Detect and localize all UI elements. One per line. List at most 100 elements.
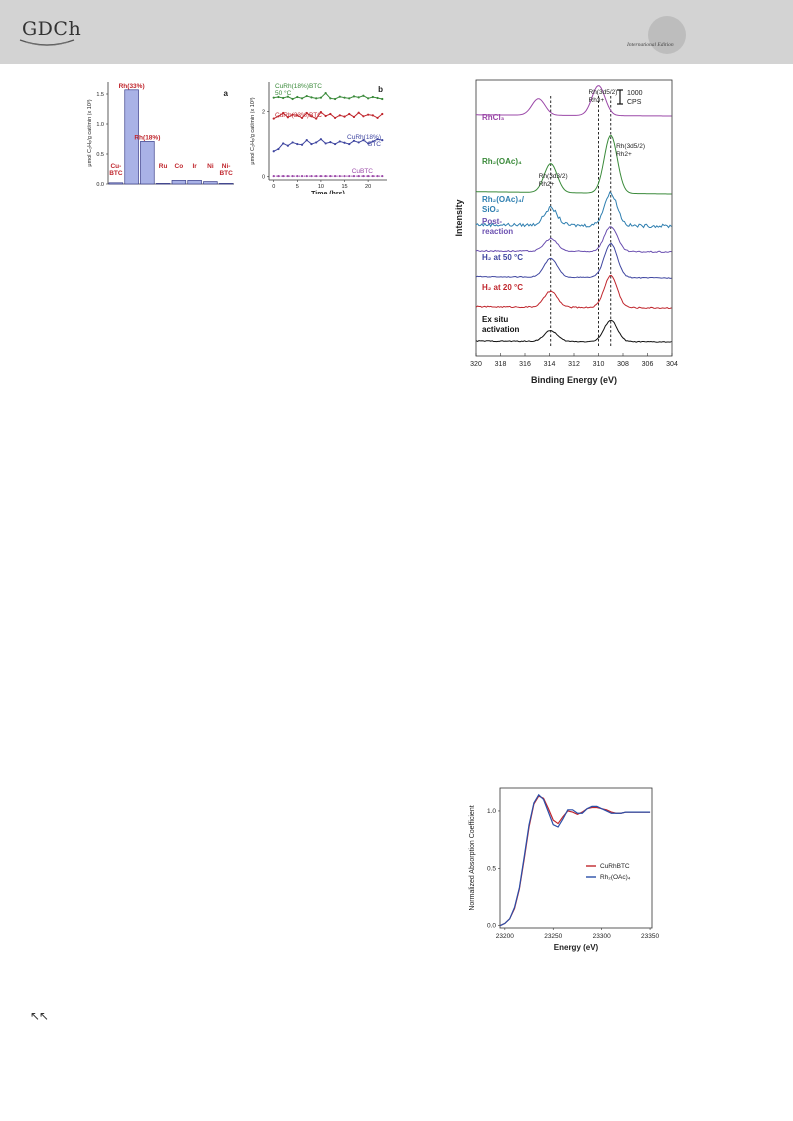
series-label: BTC [368, 141, 381, 148]
data-point [333, 97, 337, 101]
x-tick-label: 0 [272, 184, 275, 190]
y-tick-label: 0.0 [96, 182, 104, 188]
panel-letter: a [224, 89, 229, 98]
data-point [367, 174, 370, 178]
spectrum-line [475, 319, 672, 343]
peak-annotation: Rh(3d5/2) [589, 89, 618, 96]
data-point [272, 117, 275, 120]
x-axis-label: Binding Energy (eV) [531, 375, 617, 385]
data-point [343, 174, 346, 178]
spectrum-line [475, 191, 672, 229]
legend-label: CuRhBTC [600, 863, 630, 870]
data-point [282, 174, 285, 178]
x-tick-label: 20 [365, 184, 371, 190]
data-point [362, 174, 365, 178]
edition-text: International Edition [627, 42, 674, 48]
data-point [362, 139, 365, 142]
spectrum-label: Rh₂(OAc)₄ [482, 157, 522, 166]
x-tick-label: 15 [341, 184, 347, 190]
data-point [329, 141, 332, 144]
data-point [381, 139, 384, 142]
data-point [329, 97, 332, 100]
x-axis-label: Time (hrs) [311, 191, 345, 194]
spectrum-label: SiO₂ [482, 205, 500, 214]
figure-panel-b: 0205101520Time (hrs)μmol C₂H₆/g cat/min … [250, 82, 387, 194]
x-tick-label: 10 [318, 184, 324, 190]
x-tick-label: 23200 [496, 933, 514, 940]
data-point [315, 117, 318, 120]
data-point [376, 116, 379, 120]
data-point [286, 95, 289, 98]
data-point [381, 174, 384, 178]
scale-bar-label: CPS [627, 99, 642, 106]
figure-xanes: 0.0 0.5 1.0 23200 23250 23300 23350 Energy (eV)… [469, 787, 659, 952]
x-tick-label: 316 [519, 361, 531, 368]
legend-label: Rh₂(OAc)₄ [600, 874, 631, 881]
y-axis-label: μmol C₂H₆/g cat/min (x 10³) [87, 99, 93, 166]
peak-annotation: Rh(3d3/2) [539, 173, 568, 180]
data-point [296, 114, 299, 117]
data-point [357, 111, 360, 114]
bar-label: Ru [159, 163, 168, 170]
data-point [277, 115, 280, 118]
double-up-left-arrow-icon[interactable]: ↖↖ [30, 1009, 49, 1023]
y-axis-label: Intensity [454, 199, 464, 236]
data-point [348, 174, 351, 178]
scale-bar-label: 1000 [627, 90, 643, 97]
data-point [343, 141, 346, 144]
data-point [362, 94, 365, 97]
data-point [329, 112, 332, 116]
spectrum-line [475, 134, 672, 195]
data-point [333, 116, 337, 120]
data-point [376, 138, 379, 141]
data-point [296, 95, 299, 99]
data-point [286, 116, 289, 119]
plot-frame [499, 787, 653, 929]
data-point [310, 174, 313, 178]
bar-label: BTC [219, 170, 233, 177]
peak-annotation: Rh3+ [589, 97, 605, 104]
bar-label: Rh(18%) [134, 134, 160, 141]
spectrum-line [475, 274, 672, 309]
x-tick-label: 23350 [641, 933, 659, 940]
y-tick-label: 1.0 [96, 122, 104, 128]
bar [108, 182, 124, 185]
x-tick-label: 314 [544, 361, 556, 368]
bar [140, 141, 155, 185]
data-point [371, 95, 374, 99]
peak-annotation: Rh2+ [539, 181, 555, 188]
y-tick-label: 0.5 [487, 865, 496, 872]
data-point [282, 142, 285, 145]
x-axis-label: Energy (eV) [554, 943, 599, 952]
y-axis-label: Normalized Absorption Coefficient [469, 805, 476, 910]
series-label: CuRh(18%) [347, 134, 381, 141]
data-point [371, 140, 374, 143]
data-point [357, 141, 360, 144]
bar [155, 183, 171, 185]
bar-label: Ir [192, 163, 197, 170]
series-label: CuRh(18%)BTC [275, 83, 322, 90]
data-point [381, 97, 384, 101]
data-point [310, 142, 313, 146]
data-point [310, 115, 313, 118]
x-tick-label: 23250 [544, 933, 562, 940]
spectrum-label: Rh₂(OAc)₄/ [482, 195, 525, 204]
data-point [352, 115, 356, 119]
data-point [286, 174, 289, 178]
data-point [305, 94, 308, 98]
y-axis-label: μmol C₂H₆/g cat/min (x 10³) [250, 97, 256, 164]
spectrum-line [475, 226, 672, 253]
logo-swoosh-icon [19, 39, 75, 46]
spectrum-label: activation [482, 325, 519, 334]
data-point [272, 174, 275, 178]
data-point [367, 113, 370, 116]
journal-header: GDCh International Edition [0, 0, 793, 64]
data-point [367, 142, 370, 145]
data-point [305, 111, 308, 115]
gdch-logo: GDCh [22, 18, 82, 40]
x-tick-label: 308 [617, 361, 629, 368]
data-point [324, 142, 327, 145]
series-label: CuRh(33%)BTC [275, 112, 322, 119]
spectrum-label: H₂ at 20 °C [482, 283, 523, 292]
